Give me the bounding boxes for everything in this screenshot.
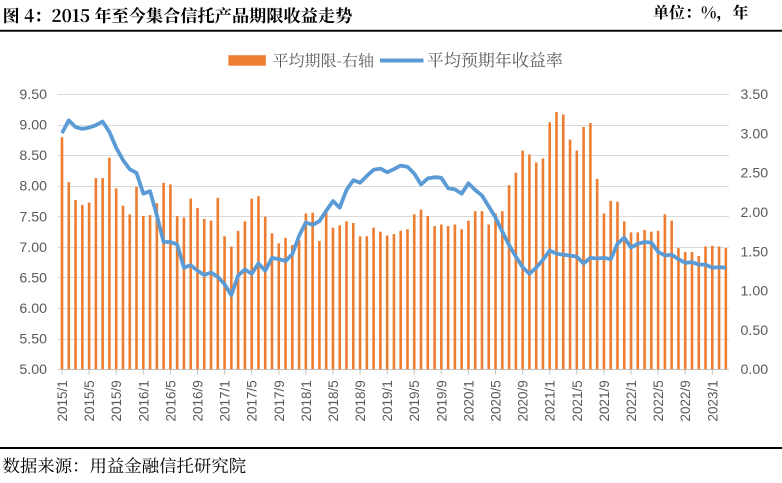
svg-text:2023/1: 2023/1	[705, 380, 720, 421]
svg-text:7.50: 7.50	[19, 209, 47, 225]
svg-text:2017/1: 2017/1	[218, 380, 233, 421]
svg-text:2021/5: 2021/5	[570, 380, 585, 421]
svg-text:8.50: 8.50	[19, 148, 47, 164]
svg-text:6.50: 6.50	[19, 271, 47, 287]
svg-text:2.00: 2.00	[741, 205, 769, 221]
svg-text:6.00: 6.00	[19, 301, 47, 317]
svg-text:2016/9: 2016/9	[191, 380, 206, 421]
svg-text:2021/1: 2021/1	[543, 380, 558, 421]
svg-text:2017/5: 2017/5	[245, 380, 260, 421]
svg-text:2022/5: 2022/5	[651, 380, 666, 421]
svg-text:2015/5: 2015/5	[82, 380, 97, 421]
svg-text:2020/9: 2020/9	[516, 380, 531, 421]
svg-text:2015/9: 2015/9	[109, 380, 124, 421]
svg-text:7.00: 7.00	[19, 240, 47, 256]
svg-text:5.50: 5.50	[19, 332, 47, 348]
svg-text:2019/5: 2019/5	[407, 380, 422, 421]
svg-text:2016/1: 2016/1	[136, 380, 151, 421]
svg-text:0.00: 0.00	[741, 362, 769, 378]
svg-text:1.00: 1.00	[741, 284, 769, 300]
svg-text:1.50: 1.50	[741, 244, 769, 260]
svg-text:2021/9: 2021/9	[597, 380, 612, 421]
svg-text:3.00: 3.00	[741, 126, 769, 142]
svg-text:2019/9: 2019/9	[434, 380, 449, 421]
svg-text:3.50: 3.50	[741, 87, 769, 103]
svg-text:9.50: 9.50	[19, 87, 47, 103]
svg-text:5.00: 5.00	[19, 362, 47, 378]
svg-text:2015/1: 2015/1	[55, 380, 70, 421]
svg-text:2022/1: 2022/1	[624, 380, 639, 421]
svg-text:0.50: 0.50	[741, 323, 769, 339]
svg-text:2018/5: 2018/5	[326, 380, 341, 421]
svg-text:2.50: 2.50	[741, 166, 769, 182]
svg-text:8.00: 8.00	[19, 179, 47, 195]
svg-text:2022/9: 2022/9	[678, 380, 693, 421]
svg-text:2020/5: 2020/5	[489, 380, 504, 421]
svg-text:2020/1: 2020/1	[461, 380, 476, 421]
svg-text:2017/9: 2017/9	[272, 380, 287, 421]
svg-text:9.00: 9.00	[19, 118, 47, 134]
svg-text:2018/9: 2018/9	[353, 380, 368, 421]
svg-text:2018/1: 2018/1	[299, 380, 314, 421]
svg-text:2019/1: 2019/1	[380, 380, 395, 421]
svg-text:2016/5: 2016/5	[163, 380, 178, 421]
